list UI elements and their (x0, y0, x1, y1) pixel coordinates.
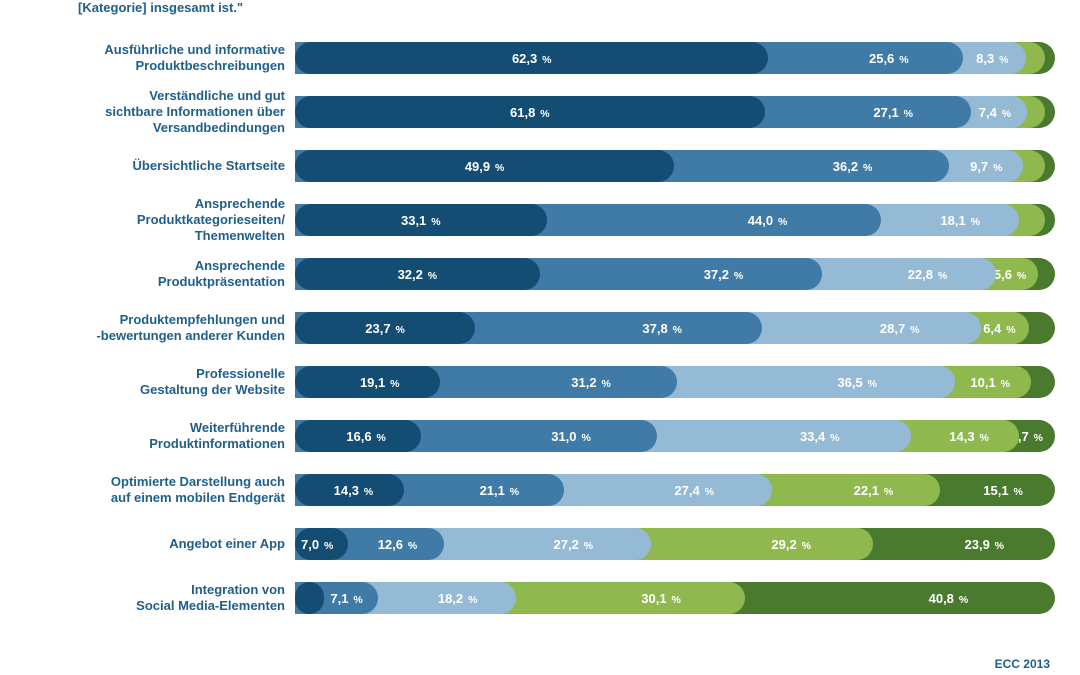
segment-value: 33,4 % (800, 429, 911, 444)
segment-value: 25,6 % (869, 51, 963, 66)
bar-track: 4,7 %14,3 %33,4 %31,0 %16,6 % (295, 420, 1055, 452)
chart-row: Angebot einer App 23,9 % 29,2 % 27,2 % 12,6 … (0, 524, 1080, 564)
segment-value: 14,3 % (334, 483, 404, 498)
bar-segment: 33,1 % (295, 204, 547, 236)
segment-value: 30,1 % (641, 591, 745, 606)
chart-header: [Kategorie] insgesamt ist." (78, 0, 243, 15)
segment-value: 22,8 % (908, 267, 996, 282)
bar-segment (295, 582, 324, 614)
chart-row: Übersichtliche Startseite 9,7 % 36,2 % 49,9… (0, 146, 1080, 186)
segment-value: 5,6 % (994, 267, 1038, 282)
segment-value: 27,4 % (674, 483, 772, 498)
segment-value: 62,3 % (512, 51, 552, 66)
segment-value: 49,9 % (465, 159, 505, 174)
bar-track: 5,6 %22,8 % 37,2 % 32,2 % (295, 258, 1055, 290)
row-label: Verständliche und gutsichtbare Informati… (0, 88, 295, 137)
segment-value: 9,7 % (970, 159, 1023, 174)
bar-segment: 23,7 % (295, 312, 475, 344)
stacked-bar-chart: Ausführliche und informativeProduktbesch… (0, 38, 1080, 632)
row-label: Optimierte Darstellung auchauf einem mob… (0, 474, 295, 507)
segment-value: 14,3 % (949, 429, 1019, 444)
chart-row: AnsprechendeProduktpräsentation5,6 %22,8… (0, 254, 1080, 294)
segment-value: 21,1 % (480, 483, 564, 498)
segment-value: 23,7 % (365, 321, 405, 336)
chart-row: Produktempfehlungen und-bewertungen ande… (0, 308, 1080, 348)
segment-value: 19,1 % (360, 375, 440, 390)
chart-row: WeiterführendeProduktinformationen4,7 %1… (0, 416, 1080, 456)
segment-value: 40,8 % (929, 591, 1055, 606)
segment-value: 36,5 % (837, 375, 954, 390)
row-label: AnsprechendeProduktpräsentation (0, 258, 295, 291)
bar-segment: 62,3 % (295, 42, 768, 74)
segment-value: 7,1 % (330, 591, 377, 606)
segment-value: 16,6 % (346, 429, 421, 444)
segment-value: 12,6 % (378, 537, 444, 552)
segment-value: 36,2 % (833, 159, 950, 174)
row-label: Ausführliche und informativeProduktbesch… (0, 42, 295, 75)
bar-track: 40,8 % 30,1 % 18,2 % 7,1 % (295, 582, 1055, 614)
segment-value: 6,4 % (983, 321, 1029, 336)
bar-track: 15,1 % 22,1 % 27,4 % 21,1 % 14,3 % (295, 474, 1055, 506)
chart-row: AnsprechendeProduktkategorieseiten/Theme… (0, 200, 1080, 240)
segment-value: 29,2 % (771, 537, 873, 552)
row-label: ProfessionelleGestaltung der Website (0, 366, 295, 399)
chart-row: Optimierte Darstellung auchauf einem mob… (0, 470, 1080, 510)
row-label: AnsprechendeProduktkategorieseiten/Theme… (0, 196, 295, 245)
segment-value: 15,1 % (983, 483, 1055, 498)
row-label: Integration vonSocial Media-Elementen (0, 582, 295, 615)
segment-value: 18,1 % (940, 213, 1018, 228)
chart-row: ProfessionelleGestaltung der Website10,1… (0, 362, 1080, 402)
bar-segment: 32,2 % (295, 258, 540, 290)
bar-track: 6,4 %28,7 % 37,8 % 23,7 % (295, 312, 1055, 344)
segment-value: 61,8 % (510, 105, 550, 120)
bar-track: 8,3 % 25,6 % 62,3 % (295, 42, 1055, 74)
row-label: Übersichtliche Startseite (0, 158, 295, 174)
row-label: Produktempfehlungen und-bewertungen ande… (0, 312, 295, 345)
row-label: WeiterführendeProduktinformationen (0, 420, 295, 453)
segment-value: 31,2 % (571, 375, 677, 390)
segment-value: 33,1 % (401, 213, 441, 228)
chart-row: Verständliche und gutsichtbare Informati… (0, 92, 1080, 132)
segment-value: 37,2 % (704, 267, 823, 282)
bar-segment: 61,8 % (295, 96, 765, 128)
segment-value: 7,0 % (301, 537, 348, 552)
bar-segment: 7,0 % (295, 528, 348, 560)
segment-value: 18,2 % (438, 591, 516, 606)
segment-value: 28,7 % (880, 321, 981, 336)
bar-segment: 16,6 % (295, 420, 421, 452)
segment-value: 8,3 % (976, 51, 1026, 66)
segment-value: 10,1 % (970, 375, 1031, 390)
chart-row: Ausführliche und informativeProduktbesch… (0, 38, 1080, 78)
segment-value: 27,2 % (554, 537, 652, 552)
bar-track: 7,4 % 27,1 % 61,8 % (295, 96, 1055, 128)
segment-value: 7,4 % (979, 105, 1027, 120)
bar-segment: 14,3 % (295, 474, 404, 506)
bar-track: 23,9 % 29,2 % 27,2 % 12,6 % 7,0 % (295, 528, 1055, 560)
segment-value: 22,1 % (854, 483, 941, 498)
bar-segment: 19,1 % (295, 366, 440, 398)
segment-value: 23,9 % (965, 537, 1055, 552)
chart-row: Integration vonSocial Media-Elementen40,… (0, 578, 1080, 618)
chart-source: ECC 2013 (995, 657, 1050, 671)
bar-track: 10,1 % 36,5 % 31,2 % 19,1 % (295, 366, 1055, 398)
bar-segment: 49,9 % (295, 150, 674, 182)
row-label: Angebot einer App (0, 536, 295, 552)
segment-value: 44,0 % (748, 213, 881, 228)
bar-track: 9,7 % 36,2 % 49,9 % (295, 150, 1055, 182)
segment-value: 31,0 % (551, 429, 657, 444)
bar-track: 18,1 % 44,0 % 33,1 % (295, 204, 1055, 236)
segment-value: 27,1 % (873, 105, 970, 120)
segment-value: 37,8 % (642, 321, 762, 336)
segment-value: 32,2 % (398, 267, 438, 282)
